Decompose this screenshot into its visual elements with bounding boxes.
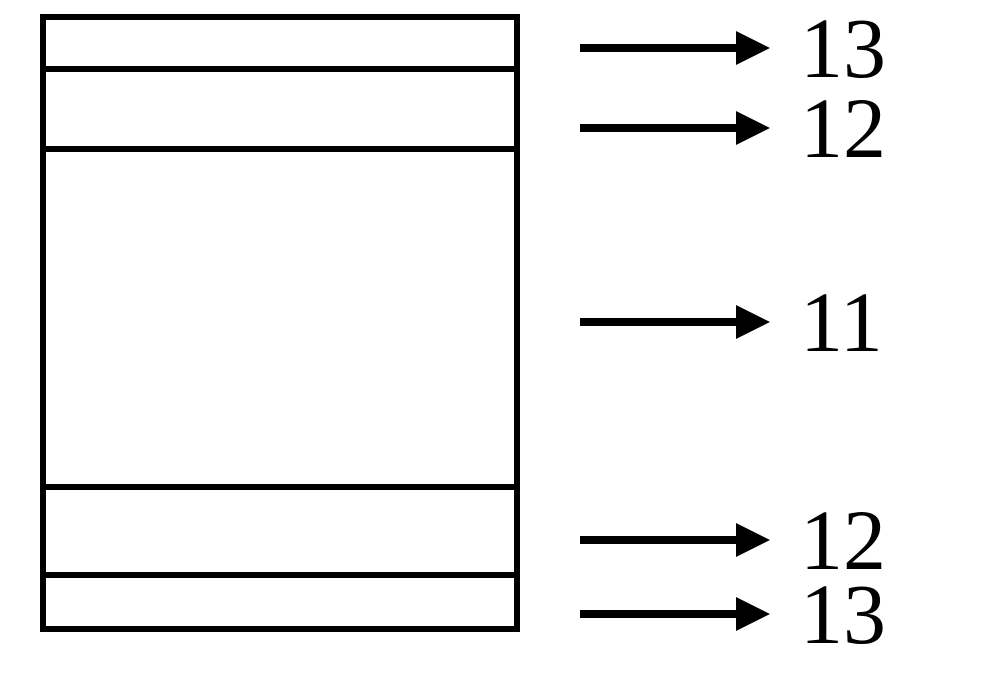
layer-label-11-2: 11 [800, 279, 883, 365]
arrow-head-icon [736, 597, 770, 631]
arrow-shaft [580, 124, 736, 132]
arrow-shaft [580, 44, 736, 52]
arrow-shaft [580, 610, 736, 618]
arrow-head-icon [736, 305, 770, 339]
layer-top-12 [40, 66, 520, 152]
layer-label-13-0: 13 [800, 5, 886, 91]
arrow-head-icon [736, 111, 770, 145]
arrow-head-icon [736, 31, 770, 65]
arrow-shaft [580, 318, 736, 326]
arrow-head-icon [736, 523, 770, 557]
layer-bottom-12 [40, 484, 520, 578]
layer-middle-11 [40, 146, 520, 490]
layer-label-13-4: 13 [800, 571, 886, 657]
layer-label-12-1: 12 [800, 85, 886, 171]
layer-bottom-13 [40, 572, 520, 632]
layer-top-13 [40, 14, 520, 72]
diagram-container: 1312111213 [0, 0, 982, 676]
arrow-shaft [580, 536, 736, 544]
